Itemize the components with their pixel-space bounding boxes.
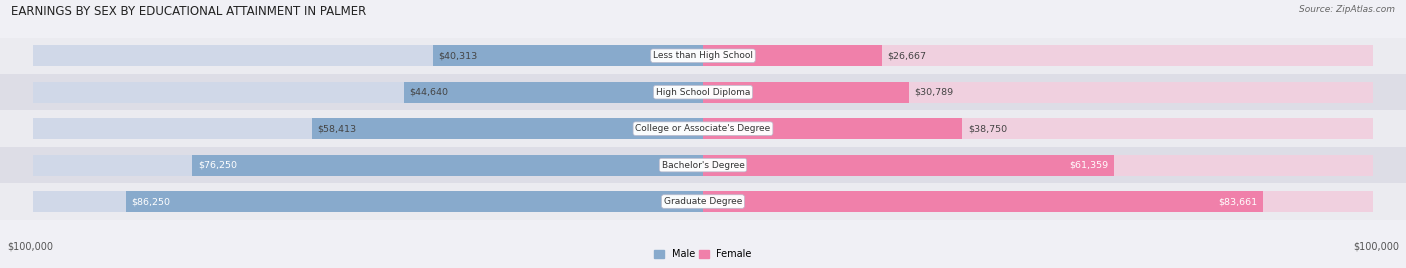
Text: $86,250: $86,250: [131, 197, 170, 206]
Bar: [703, 155, 1372, 176]
Bar: [0, 110, 1406, 147]
Text: EARNINGS BY SEX BY EDUCATIONAL ATTAINMENT IN PALMER: EARNINGS BY SEX BY EDUCATIONAL ATTAINMEN…: [11, 5, 367, 18]
Bar: [404, 82, 703, 103]
Text: $44,640: $44,640: [409, 88, 449, 97]
Text: $40,313: $40,313: [439, 51, 478, 60]
Bar: [0, 38, 1406, 74]
Bar: [703, 45, 1372, 66]
Text: High School Diploma: High School Diploma: [655, 88, 751, 97]
Text: $100,000: $100,000: [1353, 241, 1399, 251]
Text: Bachelor's Degree: Bachelor's Degree: [662, 161, 744, 170]
Bar: [125, 191, 703, 212]
Legend: Male, Female: Male, Female: [651, 245, 755, 263]
Text: $83,661: $83,661: [1219, 197, 1258, 206]
Bar: [312, 118, 703, 139]
Bar: [0, 147, 1406, 183]
Bar: [193, 155, 703, 176]
Text: Less than High School: Less than High School: [652, 51, 754, 60]
Text: $76,250: $76,250: [198, 161, 236, 170]
Bar: [703, 45, 882, 66]
Bar: [34, 45, 703, 66]
Bar: [703, 191, 1263, 212]
Bar: [703, 82, 910, 103]
Text: $38,750: $38,750: [967, 124, 1007, 133]
Bar: [703, 118, 963, 139]
Bar: [0, 74, 1406, 110]
Bar: [34, 191, 703, 212]
Text: $58,413: $58,413: [318, 124, 356, 133]
Text: $100,000: $100,000: [7, 241, 53, 251]
Text: $26,667: $26,667: [887, 51, 927, 60]
Text: College or Associate's Degree: College or Associate's Degree: [636, 124, 770, 133]
Text: Source: ZipAtlas.com: Source: ZipAtlas.com: [1299, 5, 1395, 14]
Bar: [34, 82, 703, 103]
Text: Graduate Degree: Graduate Degree: [664, 197, 742, 206]
Bar: [0, 183, 1406, 220]
Bar: [703, 82, 1372, 103]
Bar: [34, 118, 703, 139]
Text: $30,789: $30,789: [914, 88, 953, 97]
Bar: [34, 155, 703, 176]
Bar: [703, 155, 1114, 176]
Text: $61,359: $61,359: [1070, 161, 1108, 170]
Bar: [703, 191, 1372, 212]
Bar: [433, 45, 703, 66]
Bar: [703, 118, 1372, 139]
